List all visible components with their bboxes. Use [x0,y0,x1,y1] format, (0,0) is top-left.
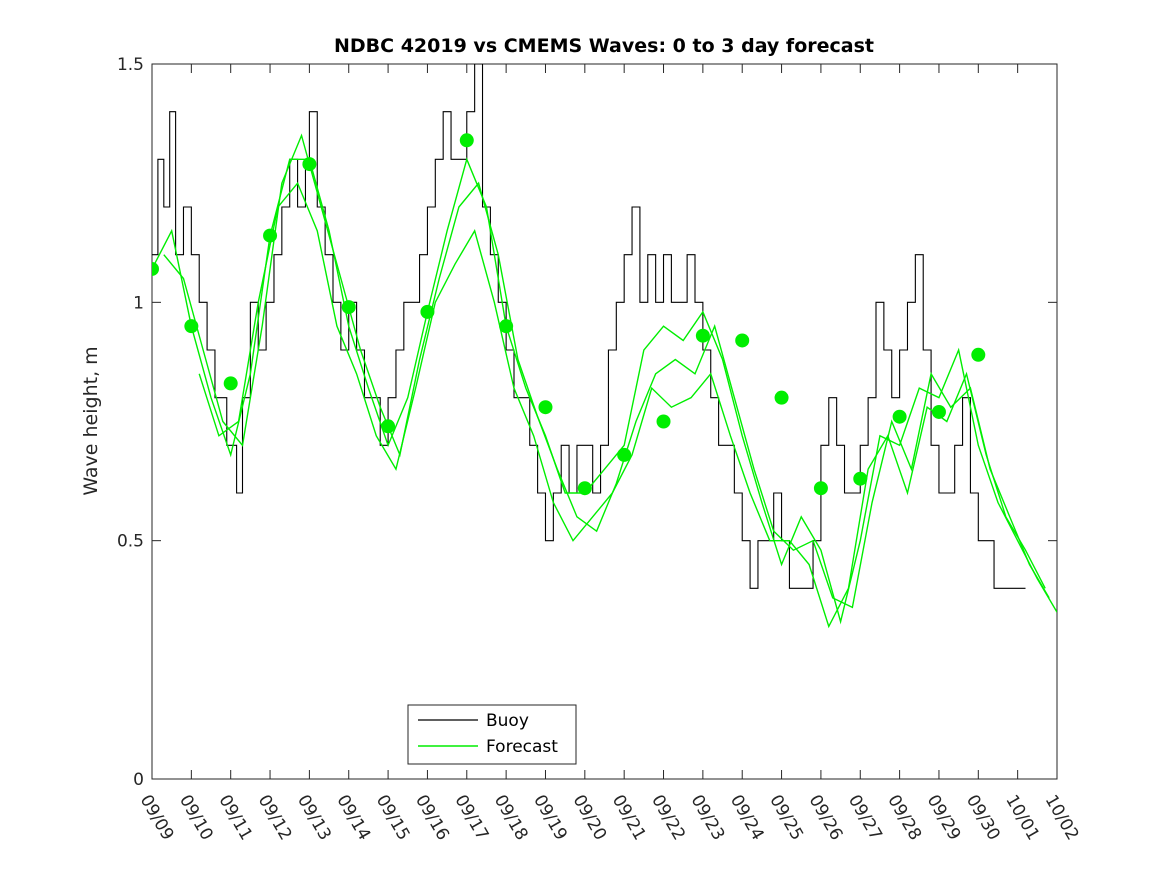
x-tick-label: 09/23 [687,792,729,844]
axes-box [151,63,1058,780]
forecast-marker [263,228,278,243]
forecast-series-line-1 [152,157,1057,625]
y-tick-label: 0.5 [117,532,144,552]
x-tick-label: 09/11 [214,792,256,844]
y-tick-label: 0 [133,770,144,790]
legend-box [407,704,577,765]
forecast-marker [656,414,671,429]
x-tick-label: 09/18 [490,792,532,844]
plot-area [151,63,1058,780]
x-tick-label: 09/14 [332,792,374,844]
x-tick-label: 09/30 [962,792,1004,844]
x-tick-label: 09/22 [647,792,689,844]
forecast-marker [695,328,710,343]
forecast-marker [971,347,986,362]
legend-forecast-label: Forecast [486,737,558,757]
x-tick-label: 09/19 [529,792,571,844]
x-tick-label: 09/16 [411,792,453,844]
forecast-marker [892,409,907,424]
forecast-marker [931,404,946,419]
forecast-marker [617,447,632,462]
buoy-series-line [152,64,1026,589]
legend: Buoy Forecast [407,704,577,765]
forecast-marker [774,390,789,405]
x-tick-label: 09/20 [568,792,610,844]
x-tick-label: 09/13 [293,792,335,844]
x-tick-label: 09/25 [765,792,807,844]
x-tick-label: 09/28 [883,792,925,844]
forecast-marker [223,376,238,391]
forecast-marker [538,400,553,415]
forecast-marker [813,481,828,496]
x-axis: 09/0909/1009/1109/1209/1309/1409/1509/16… [136,64,1083,844]
forecast-marker [152,261,159,276]
y-tick-label: 1 [133,293,144,313]
forecast-series-line-3 [198,181,1046,629]
forecast-marker [853,471,868,486]
x-tick-label: 09/24 [726,792,768,844]
x-tick-label: 09/29 [923,792,965,844]
y-tick-label: 1.5 [117,55,144,75]
x-tick-label: 09/26 [805,792,847,844]
x-tick-label: 10/01 [1001,792,1043,844]
x-tick-label: 09/12 [254,792,296,844]
forecast-series-line-2 [163,133,1050,609]
x-tick-label: 09/27 [844,792,886,844]
forecast-marker [341,300,356,315]
y-axis-label: Wave height, m [80,346,102,495]
series-group [152,64,1057,629]
y-axis: 0 0.5 1 1.5 [117,55,1057,790]
x-tick-label: 09/10 [175,792,217,844]
forecast-marker [420,304,435,319]
x-tick-label: 09/21 [608,792,650,844]
forecast-marker [735,333,750,348]
forecast-marker [499,319,514,334]
forecast-marker [184,319,199,334]
x-tick-label: 10/02 [1041,792,1083,844]
forecast-marker [381,419,396,434]
x-tick-label: 09/17 [450,792,492,844]
forecast-marker [302,157,317,172]
x-tick-label: 09/15 [372,792,414,844]
chart-title: NDBC 42019 vs CMEMS Waves: 0 to 3 day fo… [334,35,874,57]
forecast-marker [577,481,592,496]
legend-buoy-label: Buoy [486,711,529,731]
forecast-marker [459,133,474,148]
x-tick-label: 09/09 [136,792,178,844]
